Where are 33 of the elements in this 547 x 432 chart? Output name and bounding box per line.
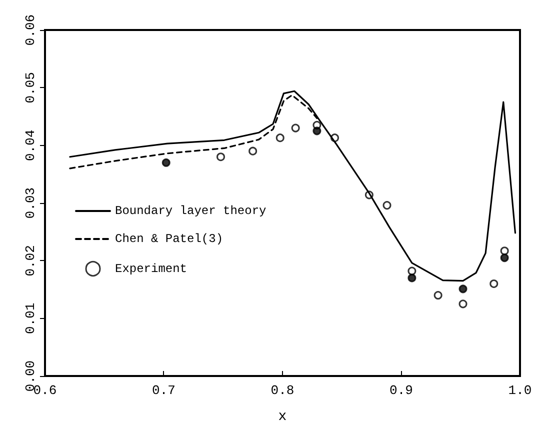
line-series — [69, 90, 516, 282]
legend-label: Experiment — [115, 262, 188, 276]
point — [458, 284, 468, 294]
point — [248, 146, 258, 156]
point — [434, 291, 442, 300]
y-tick-label: 0.06 — [23, 14, 38, 46]
x-tick-label: 1.0 — [508, 383, 532, 398]
point — [490, 279, 498, 288]
x-tick-label: 0.8 — [270, 383, 294, 398]
point — [291, 124, 300, 132]
point — [382, 201, 392, 210]
point — [330, 134, 339, 142]
point — [364, 190, 374, 200]
point — [276, 134, 284, 142]
point — [408, 266, 416, 276]
point — [408, 274, 416, 282]
y-tick-label: 0.04 — [23, 130, 38, 161]
point — [312, 126, 322, 136]
x-axis-title: x — [278, 409, 287, 425]
legend-label: Chen & Patel(3) — [115, 232, 224, 246]
x-tick-label: 0.7 — [152, 383, 176, 398]
point — [458, 300, 468, 308]
y-tick-label: 0.05 — [23, 72, 38, 104]
point — [500, 246, 509, 256]
x-tick-label: 0.9 — [390, 383, 413, 398]
point — [500, 254, 509, 262]
point — [162, 158, 170, 167]
point — [216, 152, 225, 162]
y-tick-label: 0.02 — [23, 245, 38, 276]
point — [312, 120, 322, 130]
y-tick-label: 0.01 — [23, 302, 38, 334]
legend-label: Boundary layer theory — [115, 204, 266, 218]
y-tick-label: 0.03 — [23, 187, 38, 219]
